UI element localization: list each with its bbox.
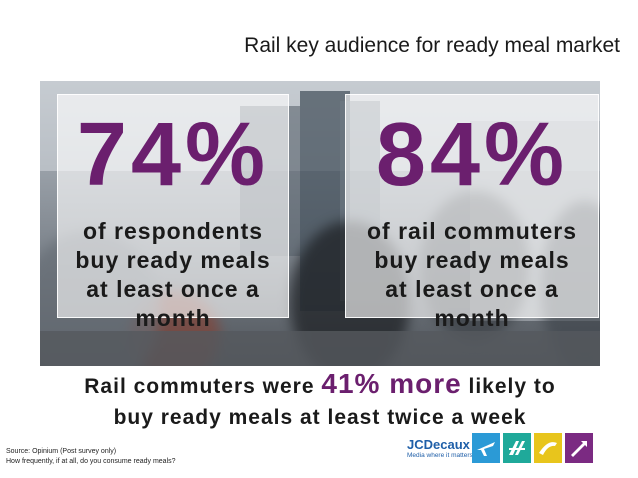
caption-line: of rail commuters bbox=[367, 218, 577, 244]
caption-line: month bbox=[135, 305, 211, 331]
jcdecaux-logo: JCDecaux Media where it matters bbox=[407, 438, 497, 460]
stat-caption: of respondents buy ready meals at least … bbox=[58, 217, 288, 333]
logo-tagline: Media where it matters bbox=[407, 452, 473, 459]
caption-line: at least once a bbox=[86, 276, 260, 302]
stat-card-rail-commuters: 84% of rail commuters buy ready meals at… bbox=[345, 94, 599, 331]
source-note: Source: Opinium (Post survey only) How f… bbox=[6, 447, 176, 467]
stat-card-respondents: 74% of respondents buy ready meals at le… bbox=[57, 94, 289, 331]
logo-brand: JCDecaux bbox=[407, 437, 470, 452]
stat-value: 74% bbox=[76, 105, 270, 205]
airport-icon bbox=[472, 433, 500, 463]
rail-icon bbox=[503, 433, 531, 463]
key-finding-line1: Rail commuters were 41% more likely to bbox=[40, 368, 600, 402]
transport-icon bbox=[534, 433, 562, 463]
caption-line: at least once a bbox=[385, 276, 559, 302]
sector-icons bbox=[472, 433, 593, 465]
key-finding-before: Rail commuters were bbox=[84, 375, 315, 398]
outdoor-icon bbox=[565, 433, 593, 463]
key-finding: Rail commuters were 41% more likely to b… bbox=[40, 368, 600, 433]
question-line: How frequently, if at all, do you consum… bbox=[6, 458, 176, 465]
slide-title: Rail key audience for ready meal market bbox=[244, 34, 620, 57]
key-finding-after: likely to bbox=[468, 375, 556, 398]
source-line: Source: Opinium (Post survey only) bbox=[6, 448, 117, 455]
stat-value: 84% bbox=[375, 105, 569, 205]
background-photo: 74% of respondents buy ready meals at le… bbox=[40, 81, 600, 366]
key-finding-line2: buy ready meals at least twice a week bbox=[113, 406, 527, 429]
caption-line: buy ready meals bbox=[75, 247, 271, 273]
key-finding-emphasis: 41% more bbox=[321, 368, 462, 399]
caption-line: of respondents bbox=[82, 218, 264, 244]
caption-line: month bbox=[434, 305, 510, 331]
caption-line: buy ready meals bbox=[374, 247, 570, 273]
stat-caption: of rail commuters buy ready meals at lea… bbox=[346, 217, 598, 333]
